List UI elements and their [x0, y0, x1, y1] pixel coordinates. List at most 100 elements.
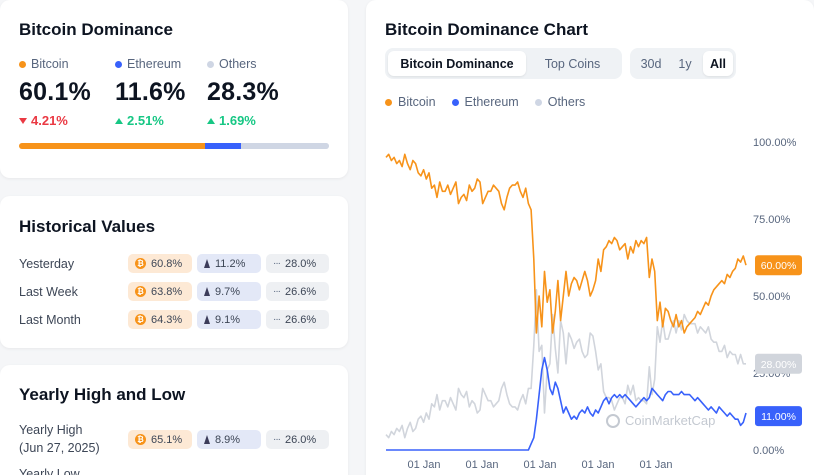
- watermark-text: CoinMarketCap: [625, 413, 716, 428]
- others-value: 26.6%: [285, 285, 317, 298]
- legend-label: Ethereum: [464, 95, 519, 109]
- bitcoin-icon: ₿: [135, 258, 146, 269]
- others-value: 26.0%: [285, 433, 317, 446]
- caret-down-icon: [19, 117, 27, 124]
- legend-ethereum[interactable]: Ethereum: [451, 95, 519, 109]
- dominance-bar: [19, 143, 329, 149]
- current-value-label-bitcoin: 60.00%: [755, 255, 802, 276]
- historical-row-yesterday: Yesterday ₿ 60.8% 11.2% ··· 28.0%: [19, 254, 339, 274]
- bitcoin-dot-icon: [385, 98, 392, 106]
- ethereum-icon: [204, 287, 210, 296]
- range-30d[interactable]: 30d: [640, 56, 662, 71]
- others-value: 28.3%: [207, 78, 279, 106]
- coinmarketcap-watermark: CoinMarketCap: [606, 413, 715, 428]
- x-tick-label: 01 Jan: [407, 459, 440, 471]
- others-pill: ··· 26.6%: [266, 310, 329, 329]
- tab-bitcoin-dominance[interactable]: Bitcoin Dominance: [388, 51, 526, 76]
- others-pill: ··· 28.0%: [266, 254, 329, 273]
- eth-pill: 11.2%: [197, 254, 261, 273]
- btc-pill: ₿ 60.8%: [128, 254, 192, 273]
- series-line-bitcoin: [385, 153, 747, 334]
- range-all[interactable]: All: [703, 51, 733, 76]
- legend-bitcoin[interactable]: Bitcoin: [385, 95, 436, 109]
- btc-pill: ₿ 65.1%: [128, 430, 192, 449]
- legend-label: Bitcoin: [398, 95, 436, 109]
- yearly-high-low-card: Yearly High and Low Yearly High (Jun 27,…: [0, 365, 348, 475]
- others-change: 1.69%: [219, 113, 256, 128]
- row-label: Yesterday: [19, 257, 75, 271]
- yearly-high-label: Yearly High: [19, 423, 83, 437]
- eth-pill: 9.1%: [197, 310, 261, 329]
- yearly-high-date: (Jun 27, 2025): [19, 441, 100, 455]
- ethereum-icon: [204, 435, 210, 444]
- ethereum-dominance: Ethereum 11.6% 2.51%: [115, 57, 186, 128]
- bitcoin-label: Bitcoin: [31, 57, 69, 71]
- bitcoin-dominance: Bitcoin 60.1% 4.21%: [19, 57, 91, 128]
- historical-values-card: Historical Values Yesterday ₿ 60.8% 11.2%…: [0, 196, 348, 348]
- ellipsis-icon: ···: [273, 258, 281, 269]
- svg-text:28.00%: 28.00%: [761, 359, 797, 371]
- eth-value: 9.1%: [215, 313, 241, 326]
- svg-text:11.00%: 11.00%: [761, 411, 796, 423]
- btc-value: 65.1%: [151, 433, 183, 446]
- btc-value: 63.8%: [151, 285, 183, 298]
- historical-row-last-month: Last Month ₿ 64.3% 9.1% ··· 26.6%: [19, 310, 339, 330]
- legend-others[interactable]: Others: [534, 95, 586, 109]
- chart-title: Bitcoin Dominance Chart: [385, 20, 589, 39]
- eth-value: 9.7%: [215, 285, 241, 298]
- btc-pill: ₿ 63.8%: [128, 282, 192, 301]
- y-tick-label: 100.00%: [753, 137, 797, 149]
- others-pill: ··· 26.0%: [266, 430, 329, 449]
- ethereum-dot-icon: [115, 60, 122, 68]
- others-pill: ··· 26.6%: [266, 282, 329, 301]
- dominance-line-chart[interactable]: 100.00%75.00%50.00%25.00%0.00%60.00%28.0…: [366, 130, 814, 475]
- dominance-bar-segment-others: [241, 143, 329, 149]
- ellipsis-icon: ···: [273, 314, 281, 325]
- dominance-bar-segment-bitcoin: [19, 143, 206, 149]
- ellipsis-icon: ···: [273, 286, 281, 297]
- current-value-label-others: 28.00%: [755, 353, 802, 374]
- ethereum-value: 11.6%: [115, 78, 186, 106]
- yearly-high-row: Yearly High (Jun 27, 2025) ₿ 65.1% 8.9% ·…: [19, 423, 339, 466]
- eth-pill: 9.7%: [197, 282, 261, 301]
- tab-top-coins[interactable]: Top Coins: [544, 56, 601, 71]
- range-1y[interactable]: 1y: [678, 56, 692, 71]
- dominance-title: Bitcoin Dominance: [19, 20, 173, 39]
- btc-value: 60.8%: [151, 257, 183, 270]
- x-tick-label: 01 Jan: [639, 459, 672, 471]
- current-value-label-ethereum: 11.00%: [755, 406, 802, 427]
- ethereum-icon: [204, 259, 210, 268]
- others-dot-icon: [207, 60, 214, 68]
- yearly-title: Yearly High and Low: [19, 385, 186, 404]
- series-line-others: [385, 289, 746, 439]
- others-value: 28.0%: [285, 257, 317, 270]
- bitcoin-dot-icon: [19, 60, 26, 68]
- x-tick-label: 01 Jan: [523, 459, 556, 471]
- row-label: Last Week: [19, 285, 78, 299]
- eth-pill: 8.9%: [197, 430, 261, 449]
- dominance-chart-card: Bitcoin Dominance Chart Bitcoin Dominanc…: [366, 0, 814, 475]
- ellipsis-icon: ···: [273, 434, 281, 445]
- coinmarketcap-logo-icon: [606, 413, 620, 428]
- caret-up-icon: [207, 117, 215, 124]
- ethereum-icon: [204, 315, 210, 324]
- ethereum-change: 2.51%: [127, 113, 164, 128]
- ethereum-dot-icon: [451, 98, 459, 106]
- historical-title: Historical Values: [19, 217, 156, 236]
- historical-row-last-week: Last Week ₿ 63.8% 9.7% ··· 26.6%: [19, 282, 339, 302]
- chart-legend: Bitcoin Ethereum Others: [385, 95, 585, 109]
- bitcoin-value: 60.1%: [19, 78, 91, 106]
- eth-value: 11.2%: [215, 257, 246, 270]
- y-tick-label: 50.00%: [753, 291, 791, 303]
- legend-label: Others: [547, 95, 586, 109]
- bitcoin-change: 4.21%: [31, 113, 68, 128]
- dominance-card: Bitcoin Dominance Bitcoin 60.1% 4.21% Et…: [0, 0, 348, 178]
- y-tick-label: 0.00%: [753, 445, 784, 457]
- yearly-low-label: Yearly Low: [19, 467, 80, 475]
- x-tick-label: 01 Jan: [581, 459, 614, 471]
- caret-up-icon: [115, 117, 123, 124]
- chart-tabs: Bitcoin Dominance Top Coins: [385, 48, 622, 79]
- x-tick-label: 01 Jan: [465, 459, 498, 471]
- others-dominance: Others 28.3% 1.69%: [207, 57, 279, 128]
- row-label: Last Month: [19, 313, 81, 327]
